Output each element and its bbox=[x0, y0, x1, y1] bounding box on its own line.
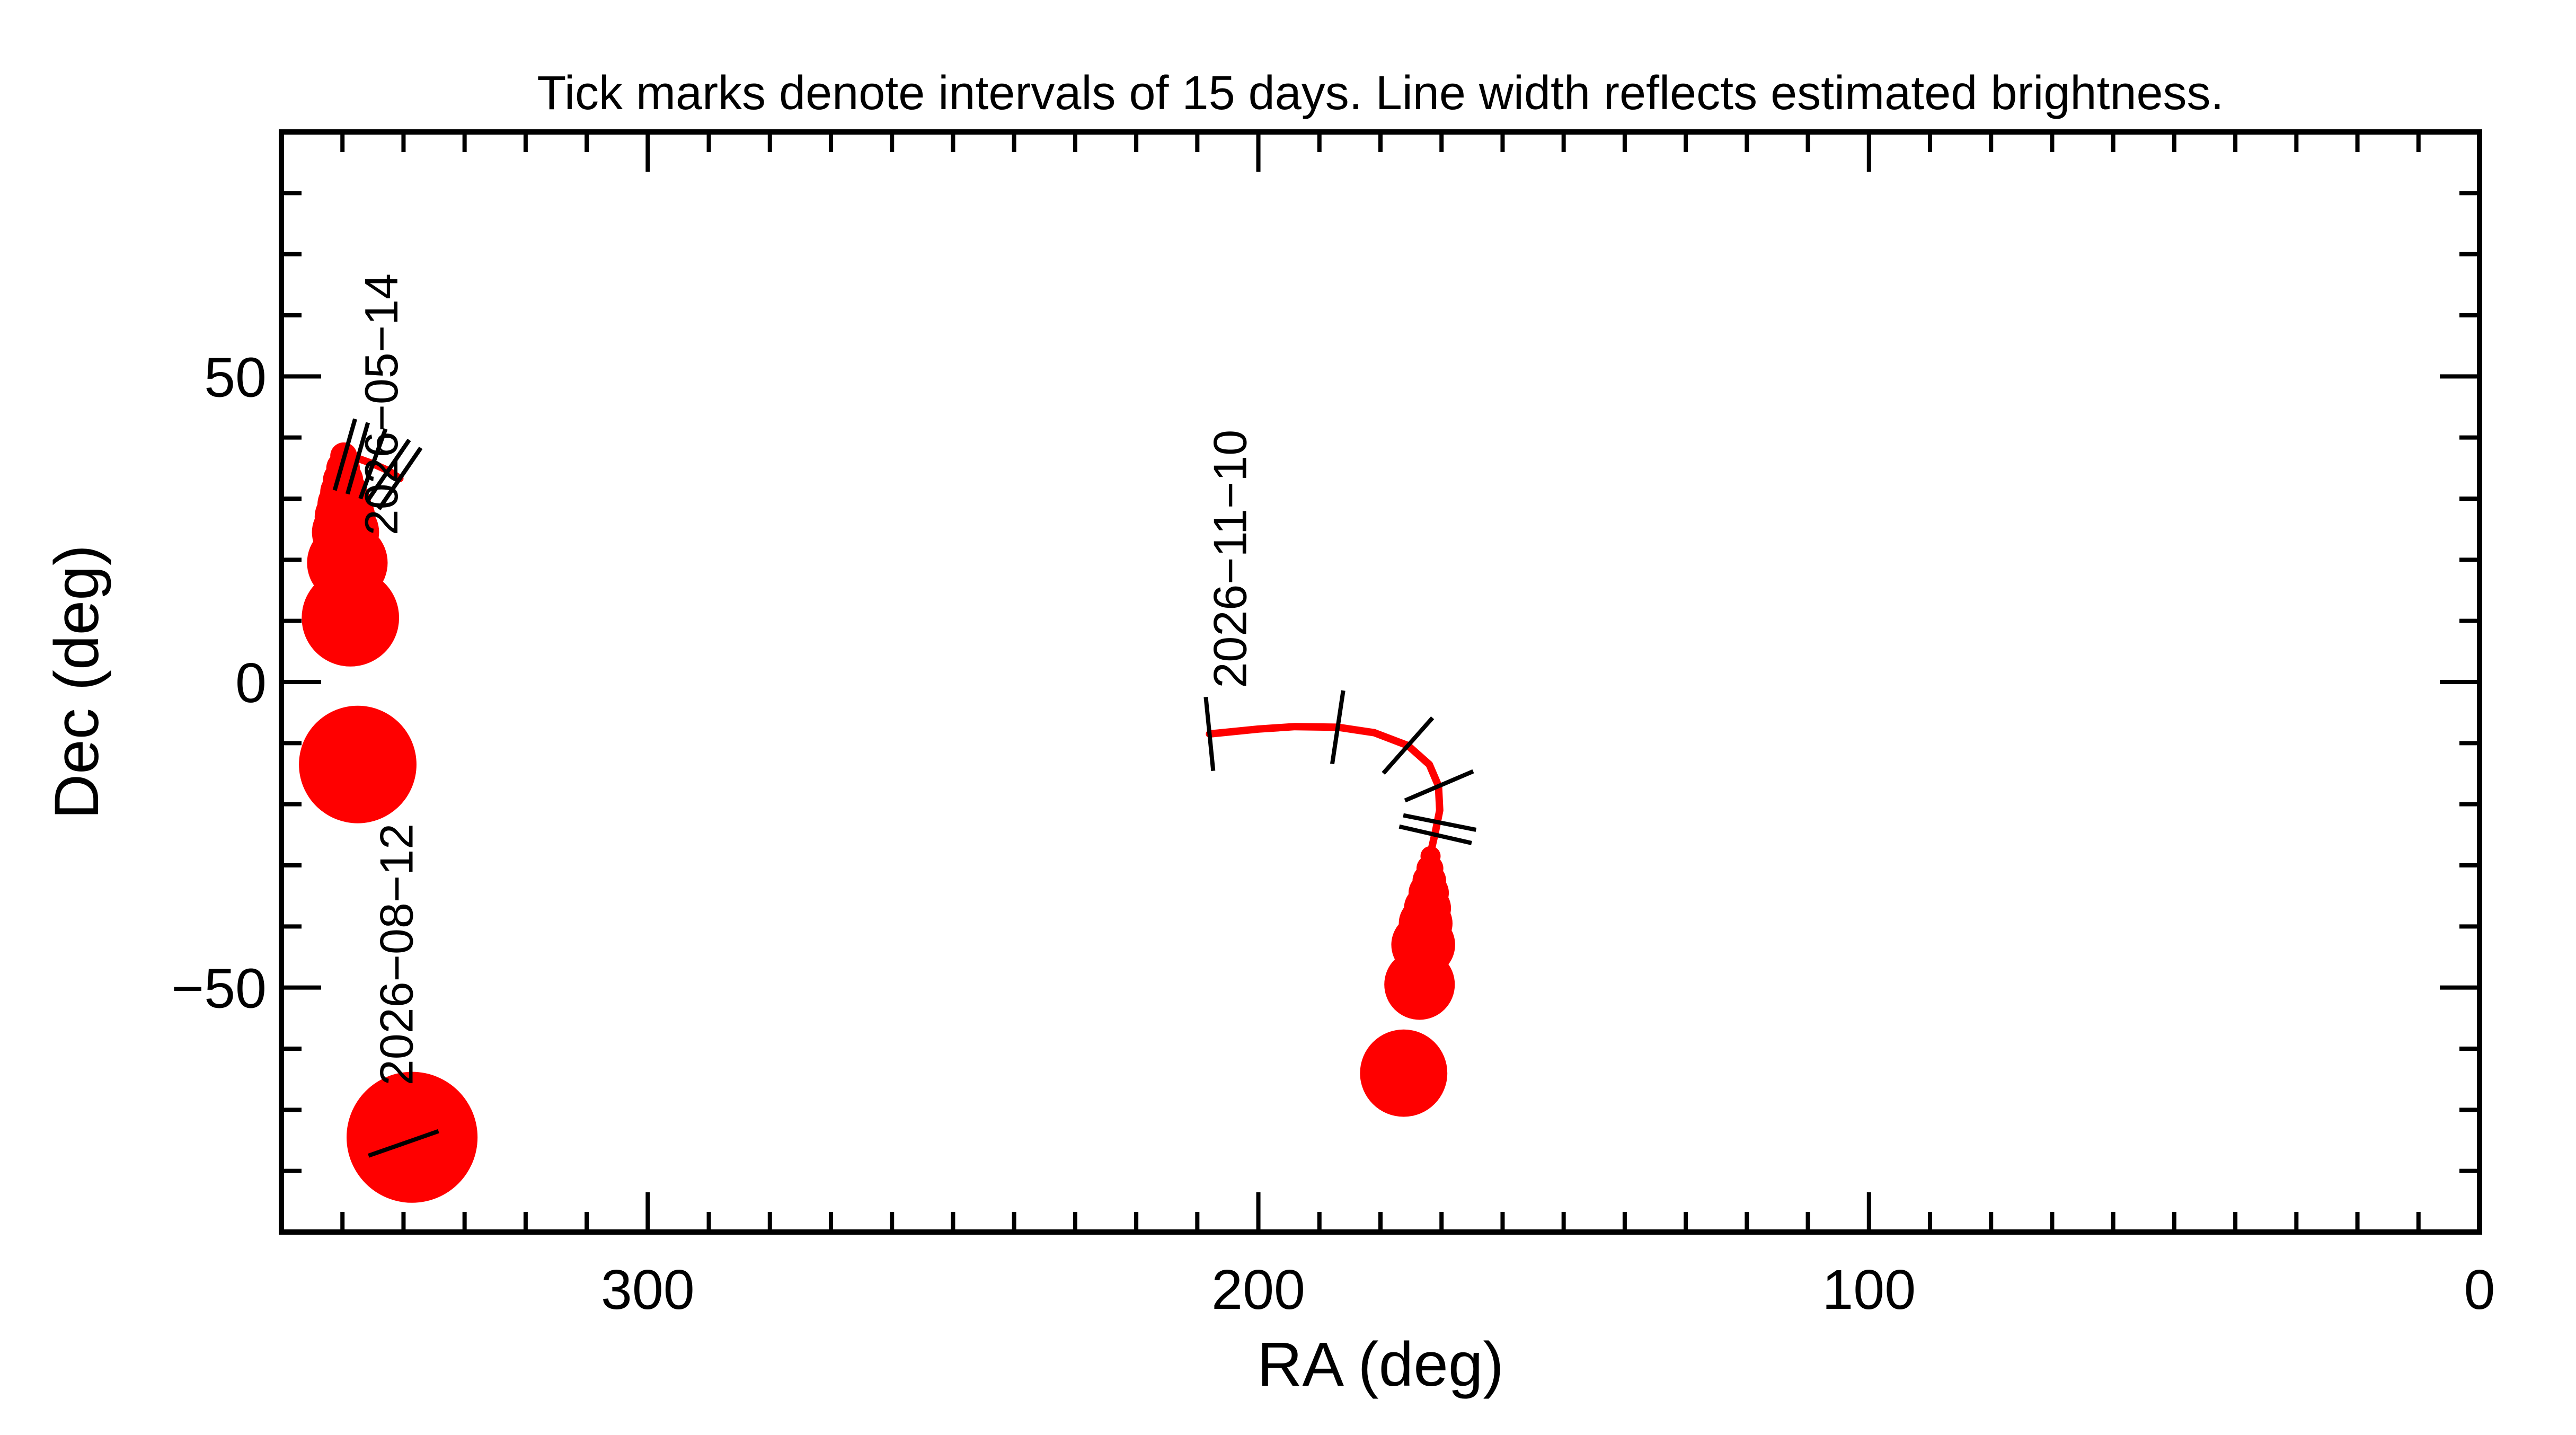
brightness-dot bbox=[302, 569, 400, 667]
interval-tick-mark bbox=[1404, 769, 1474, 803]
chart-title: Tick marks denote intervals of 15 days. … bbox=[537, 67, 2224, 120]
brightness-dot bbox=[299, 705, 417, 823]
interval-tick-marks bbox=[332, 418, 1477, 1158]
interval-tick-mark bbox=[377, 446, 423, 510]
y-axis-label: Dec (deg) bbox=[42, 545, 112, 819]
brightness-dot bbox=[346, 1071, 478, 1203]
brightness-dot bbox=[1360, 1029, 1448, 1117]
y-tick-label: 0 bbox=[235, 652, 267, 714]
interval-tick-mark bbox=[332, 418, 357, 491]
y-tick-label: 50 bbox=[204, 346, 267, 409]
x-axis-label: RA (deg) bbox=[1257, 1330, 1504, 1399]
brightness-dots bbox=[299, 442, 1455, 1203]
date-label: 2026−11−10 bbox=[1204, 430, 1256, 688]
interval-tick-mark bbox=[368, 1129, 439, 1158]
plot-frame bbox=[279, 129, 2482, 1235]
interval-tick-mark bbox=[365, 438, 411, 502]
x-tick-label: 200 bbox=[1211, 1259, 1305, 1321]
interval-tick-mark bbox=[1398, 824, 1472, 845]
date-label: 2026−05−14 bbox=[355, 273, 408, 535]
x-tick-label: 0 bbox=[2464, 1259, 2495, 1321]
y-tick-label: −50 bbox=[171, 958, 267, 1020]
interval-tick-mark bbox=[1330, 690, 1345, 765]
x-tick-label: 100 bbox=[1822, 1259, 1916, 1321]
tracks bbox=[341, 450, 1444, 857]
interval-tick-mark bbox=[358, 428, 388, 500]
interval-tick-mark bbox=[1403, 813, 1477, 832]
tick-labels: 300 200 100 0 50 0 −50 bbox=[171, 346, 2495, 1321]
interval-tick-mark bbox=[1203, 696, 1216, 772]
interval-tick-mark bbox=[1382, 716, 1435, 775]
minor-ticks bbox=[279, 132, 2480, 1232]
brightness-dot bbox=[1384, 949, 1455, 1020]
date-labels: 2026−05−14 2026−08−12 2026−11−10 bbox=[355, 273, 1256, 1085]
x-tick-label: 300 bbox=[601, 1259, 695, 1321]
interval-tick-mark bbox=[345, 422, 370, 495]
date-label: 2026−08−12 bbox=[370, 823, 423, 1085]
